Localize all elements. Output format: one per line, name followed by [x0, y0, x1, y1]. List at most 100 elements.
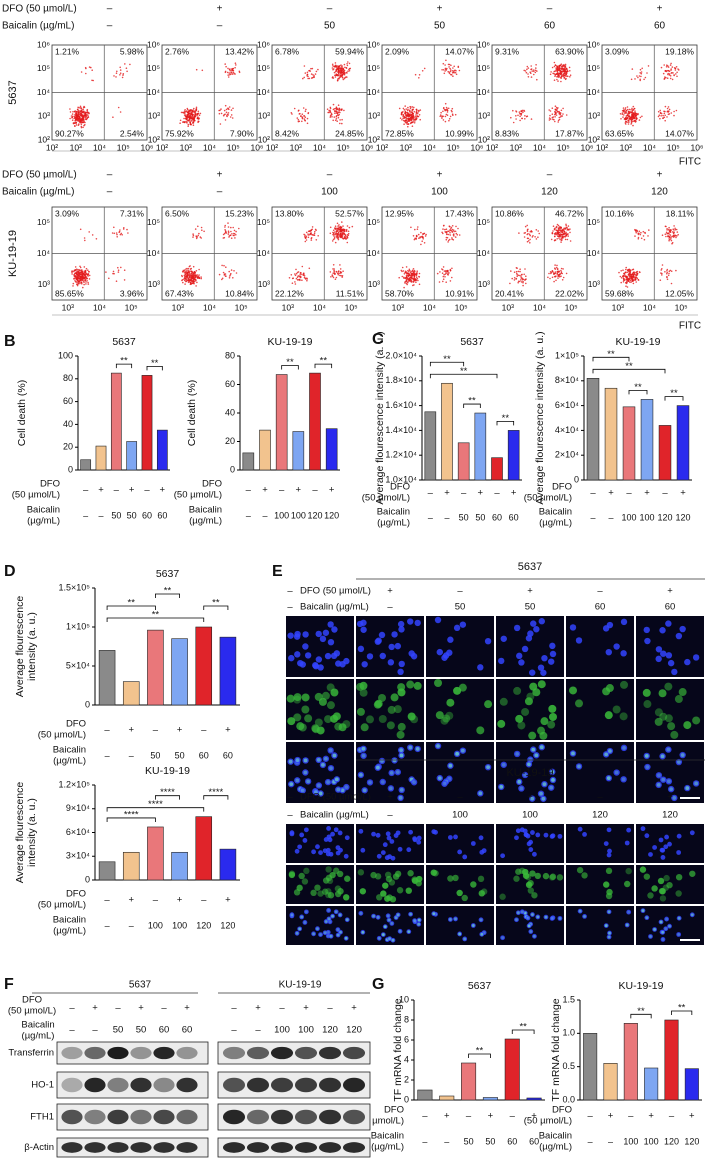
event-dot	[561, 279, 564, 281]
y-tick-label: 1.5	[562, 994, 575, 1004]
cell	[527, 924, 531, 928]
cell	[515, 918, 518, 922]
y-axis-label: Average flourescence	[14, 596, 26, 698]
event-dot	[565, 71, 567, 73]
event-dot	[192, 282, 194, 284]
panel-letter: E	[272, 563, 283, 580]
event-dot	[409, 107, 412, 110]
event-dot	[407, 279, 410, 281]
event-dot	[522, 280, 524, 283]
event-dot	[192, 113, 194, 116]
cell	[299, 661, 306, 668]
cell	[303, 909, 309, 915]
event-dot	[200, 276, 202, 278]
dfo-value: +	[177, 725, 183, 736]
condition-value: +	[92, 1003, 98, 1014]
event-dot	[530, 65, 532, 67]
cell	[397, 722, 406, 731]
event-dot	[311, 76, 314, 79]
event-dot	[413, 110, 416, 113]
quadrant-percent: 12.95%	[385, 208, 414, 218]
cell	[651, 885, 658, 892]
event-dot	[315, 70, 318, 73]
event-dot	[527, 73, 529, 75]
event-dot	[519, 268, 521, 271]
event-dot	[335, 107, 338, 109]
event-dot	[75, 118, 78, 120]
event-dot	[346, 64, 349, 67]
event-dot	[529, 242, 531, 244]
y-tick-label: 1.2×10⁵	[58, 779, 90, 789]
baicalin-value: –	[105, 920, 110, 930]
event-dot	[450, 74, 453, 76]
event-dot	[75, 112, 78, 115]
event-dot	[401, 275, 404, 278]
bar	[219, 636, 237, 706]
event-dot	[635, 118, 638, 120]
event-dot	[351, 225, 354, 228]
cell	[357, 869, 365, 876]
cell	[524, 697, 533, 706]
event-dot	[85, 267, 88, 270]
dfo-value: –	[466, 1111, 472, 1122]
cell	[641, 909, 645, 913]
event-dot	[555, 109, 557, 111]
event-dot	[188, 109, 190, 112]
blot-band	[84, 1142, 106, 1153]
x-tick-label: 10³	[392, 302, 404, 312]
y-axis-label: intensity (a. u.)	[26, 612, 38, 681]
cell	[676, 932, 682, 937]
event-dot	[401, 266, 404, 269]
event-dot	[329, 110, 332, 113]
event-dot	[337, 114, 340, 117]
x-tick-label: 10³	[400, 142, 412, 152]
event-dot	[230, 114, 233, 116]
row-label: Baicalin	[21, 1020, 54, 1031]
dfo-value: +	[511, 488, 517, 499]
event-dot	[197, 225, 199, 228]
dfo-value: –	[104, 895, 110, 906]
event-dot	[348, 62, 351, 65]
cell	[534, 872, 541, 880]
event-dot	[670, 236, 673, 238]
event-dot	[304, 72, 307, 74]
event-dot	[225, 111, 228, 114]
event-dot	[77, 279, 79, 281]
event-dot	[187, 115, 189, 118]
event-dot	[79, 282, 81, 285]
event-dot	[562, 276, 565, 279]
cell	[304, 652, 312, 659]
event-dot	[229, 69, 231, 72]
event-dot	[404, 271, 406, 274]
y-tick-label: 8	[404, 1014, 409, 1024]
bar	[259, 429, 271, 471]
dfo-value: +	[177, 895, 183, 906]
event-dot	[449, 231, 451, 234]
event-dot	[442, 62, 445, 65]
event-dot	[196, 114, 198, 116]
image-tile	[566, 679, 634, 740]
event-dot	[560, 65, 563, 68]
baicalin-value: –	[129, 920, 134, 930]
event-dot	[456, 234, 459, 236]
event-dot	[340, 271, 343, 274]
cell	[318, 932, 323, 937]
bar	[309, 372, 321, 471]
event-dot	[520, 110, 522, 112]
quadrant-percent: 7.31%	[120, 208, 145, 218]
event-dot	[304, 110, 307, 112]
cell	[647, 892, 654, 899]
significance-bracket	[106, 807, 205, 812]
cell	[314, 692, 323, 701]
y-tick-label: 10³	[478, 111, 490, 121]
event-dot	[556, 223, 559, 226]
event-dot	[635, 230, 637, 232]
cell	[343, 853, 349, 859]
event-dot	[334, 76, 337, 78]
event-dot	[343, 73, 346, 76]
event-dot	[231, 73, 234, 75]
event-dot	[520, 114, 523, 116]
cell	[325, 866, 332, 873]
event-dot	[444, 276, 446, 278]
event-dot	[423, 242, 426, 244]
